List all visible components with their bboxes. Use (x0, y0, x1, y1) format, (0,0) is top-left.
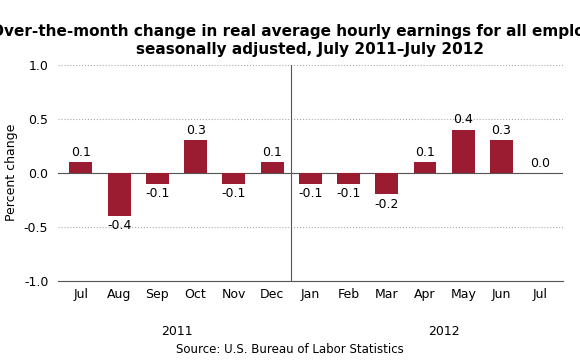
Bar (490, 140, 513, 173)
Text: -0.1: -0.1 (145, 187, 169, 200)
Bar (70, 162, 92, 173)
Text: 0.1: 0.1 (415, 146, 435, 159)
Text: -0.1: -0.1 (298, 187, 322, 200)
Text: 0.1: 0.1 (262, 146, 282, 159)
Bar (260, 162, 284, 173)
Text: -0.1: -0.1 (222, 187, 246, 200)
Bar (184, 140, 207, 173)
Text: 0.0: 0.0 (530, 157, 550, 170)
Text: 2012: 2012 (428, 325, 460, 338)
Text: -0.4: -0.4 (107, 219, 131, 232)
Text: Source: U.S. Bureau of Labor Statistics: Source: U.S. Bureau of Labor Statistics (176, 343, 404, 356)
Text: -0.1: -0.1 (336, 187, 361, 200)
Bar (108, 173, 130, 216)
Bar (337, 173, 360, 184)
Text: 0.3: 0.3 (186, 124, 205, 137)
Bar (299, 173, 322, 184)
Text: 0.3: 0.3 (491, 124, 512, 137)
Bar (414, 162, 436, 173)
Text: 0.4: 0.4 (454, 113, 473, 126)
Bar (375, 173, 398, 194)
Text: 2011: 2011 (161, 325, 193, 338)
Bar (222, 173, 245, 184)
Text: 0.1: 0.1 (71, 146, 91, 159)
Text: -0.2: -0.2 (375, 198, 399, 211)
Bar (146, 173, 169, 184)
Y-axis label: Percent change: Percent change (5, 124, 18, 221)
Bar (452, 130, 474, 173)
Title: Over-the-month change in real average hourly earnings for all employees,
seasona: Over-the-month change in real average ho… (0, 24, 580, 57)
